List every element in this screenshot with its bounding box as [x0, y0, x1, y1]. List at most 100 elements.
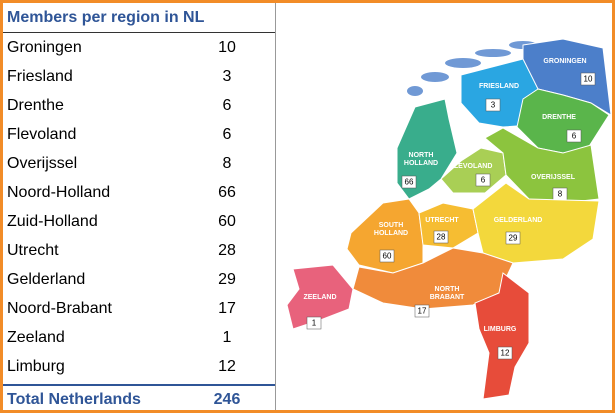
province-label: NORTH BRABANT [430, 286, 465, 301]
value-box [306, 316, 322, 330]
province-value: 66 [405, 178, 414, 187]
province-label: NORTH HOLLAND [404, 152, 438, 167]
province-shape [346, 198, 424, 274]
table-row: Groningen 10 [3, 33, 275, 62]
region-name: Utrecht [7, 242, 59, 259]
province-shape [396, 98, 458, 200]
total-row: Total Netherlands 246 [3, 384, 275, 410]
island [421, 72, 449, 82]
province-shape [418, 202, 479, 249]
region-name: Friesland [7, 68, 73, 85]
member-count: 6 [222, 126, 232, 143]
province: GELDERLAND 29 [472, 182, 600, 264]
province: NORTH HOLLAND 66 [396, 98, 458, 200]
province-value: 12 [501, 349, 510, 358]
table-row: Zuid-Holland 60 [3, 207, 275, 236]
province-label: GRONINGEN [543, 58, 586, 65]
province: DRENTHE 6 [516, 88, 610, 154]
province-value: 17 [418, 307, 427, 316]
total-value: 246 [213, 391, 241, 408]
member-count: 66 [218, 184, 236, 201]
province-label: SOUTH HOLLAND [374, 222, 408, 237]
member-count: 1 [222, 329, 232, 346]
member-count: 60 [218, 213, 236, 230]
island [407, 86, 423, 96]
province-label: ZEELAND [303, 294, 336, 301]
table-row: Zeeland 1 [3, 323, 275, 352]
region-name: Limburg [7, 358, 65, 375]
province-value: 8 [558, 190, 563, 199]
province-label: LIMBURG [484, 326, 517, 333]
island [445, 58, 481, 68]
province-label: FRIESLAND [479, 83, 519, 90]
member-count: 6 [222, 97, 232, 114]
province: SOUTH HOLLAND 60 [346, 198, 424, 274]
value-box [475, 173, 491, 187]
value-box [401, 175, 417, 189]
province-value: 29 [509, 234, 518, 243]
total-label: Total Netherlands [7, 391, 141, 408]
member-count: 10 [218, 39, 236, 56]
region-name: Noord-Brabant [7, 300, 112, 317]
province-shape [474, 272, 530, 400]
region-name: Zeeland [7, 329, 65, 346]
member-count: 17 [218, 300, 236, 317]
value-box [505, 231, 521, 245]
member-count: 28 [218, 242, 236, 259]
table-row: Noord-Holland 66 [3, 178, 275, 207]
province: OVERIJSSEL 8 [484, 127, 600, 204]
province-label: GELDERLAND [494, 217, 543, 224]
table-row: Flevoland 6 [3, 120, 275, 149]
table-body: Groningen 10 Friesland 3 Drenthe 6 Flevoland 6 O… [3, 33, 275, 381]
region-name: Overijssel [7, 155, 78, 172]
province: UTRECHT 28 [418, 202, 479, 249]
province-value: 6 [572, 132, 577, 141]
member-count: 8 [222, 155, 232, 172]
value-box [414, 304, 430, 318]
value-box [485, 98, 501, 112]
members-table: Members per region in NL Groningen 10 Frie… [3, 3, 276, 410]
province-label: UTRECHT [425, 217, 459, 224]
province-value: 6 [481, 176, 486, 185]
value-box [433, 230, 449, 244]
province: GRONINGEN 10 [522, 38, 612, 116]
member-count: 12 [218, 358, 236, 375]
member-count: 3 [222, 68, 232, 85]
table-row: Drenthe 6 [3, 91, 275, 120]
value-box [566, 129, 582, 143]
value-box [580, 72, 596, 86]
province: FRIESLAND 3 [460, 58, 539, 128]
province-value: 3 [491, 101, 496, 110]
table-title: Members per region in NL [3, 3, 275, 33]
region-name: Zuid-Holland [7, 213, 98, 230]
value-box [379, 249, 395, 263]
province-shape [472, 182, 600, 264]
region-name: Groningen [7, 39, 82, 56]
province-value: 28 [437, 233, 446, 242]
table-row: Overijssel 8 [3, 149, 275, 178]
province-shape [286, 264, 354, 330]
province-label: FLEVOLAND [450, 163, 493, 170]
province-value: 10 [584, 75, 593, 84]
province: ZEELAND 1 [286, 264, 354, 330]
province-value: 1 [312, 319, 317, 328]
table-row: Gelderland 29 [3, 265, 275, 294]
region-name: Drenthe [7, 97, 64, 114]
province-label: OVERIJSSEL [531, 174, 576, 181]
value-box [497, 346, 513, 360]
table-row: Noord-Brabant 17 [3, 294, 275, 323]
region-name: Gelderland [7, 271, 86, 288]
table-row: Limburg 12 [3, 352, 275, 381]
province-label: DRENTHE [542, 114, 576, 121]
member-count: 29 [218, 271, 236, 288]
province: LIMBURG 12 [474, 272, 530, 400]
table-row: Friesland 3 [3, 62, 275, 91]
region-name: Flevoland [7, 126, 77, 143]
table-row: Utrecht 28 [3, 236, 275, 265]
province-value: 60 [383, 252, 392, 261]
island [475, 49, 511, 57]
region-name: Noord-Holland [7, 184, 111, 201]
